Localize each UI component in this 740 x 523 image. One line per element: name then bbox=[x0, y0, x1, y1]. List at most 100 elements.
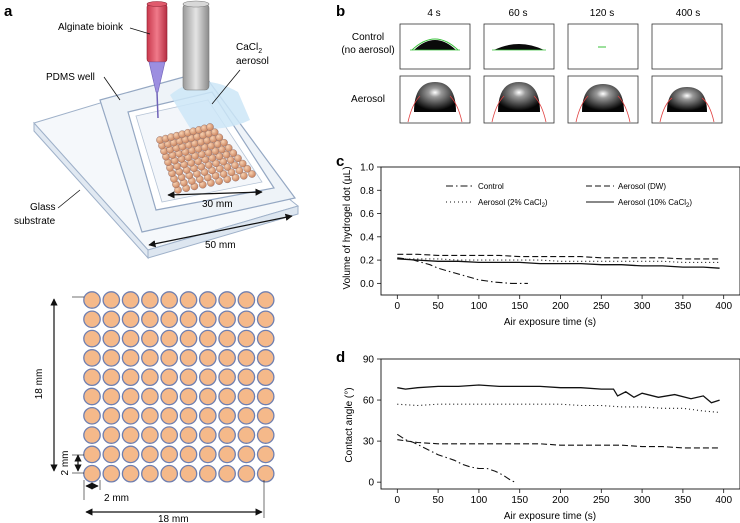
image-control-400s bbox=[651, 23, 723, 70]
grid-dot bbox=[121, 426, 140, 444]
grid-dot bbox=[256, 445, 275, 464]
grid-dot bbox=[256, 406, 275, 425]
bead bbox=[220, 138, 228, 147]
chart-c-xlabel: Air exposure time (s) bbox=[504, 317, 596, 328]
grid-dot bbox=[256, 329, 275, 348]
label-cacl2: CaCl2 bbox=[236, 42, 262, 55]
grid-dot bbox=[256, 464, 275, 483]
y-tick-label: 0.4 bbox=[360, 232, 374, 243]
dim-50mm: 50 mm bbox=[205, 240, 236, 251]
series-control bbox=[397, 257, 528, 284]
bead bbox=[219, 170, 228, 178]
bead bbox=[231, 173, 240, 182]
grid-dot bbox=[237, 406, 256, 425]
grid-dot bbox=[141, 291, 159, 309]
grid-dot bbox=[237, 291, 256, 309]
grid-dot bbox=[141, 368, 159, 387]
grid-dot bbox=[237, 445, 256, 464]
series-aerosol-2-cacl2 bbox=[397, 403, 720, 413]
chart-d-ylabel: Contact angle (°) bbox=[344, 387, 355, 462]
panel-letter-d: d bbox=[336, 349, 345, 366]
label-aerosol: aerosol bbox=[236, 56, 269, 67]
grid-dot bbox=[141, 310, 159, 329]
x-tick-label: 100 bbox=[471, 301, 488, 312]
grid-dot bbox=[83, 406, 101, 425]
grid-dot bbox=[218, 464, 236, 483]
grid-dot bbox=[179, 291, 198, 309]
grid-dot bbox=[160, 406, 179, 425]
x-tick-label: 400 bbox=[715, 495, 732, 506]
label-alginate-bioink: Alginate bioink bbox=[58, 22, 124, 33]
x-tick-label: 350 bbox=[675, 301, 692, 312]
grid-dot bbox=[83, 426, 101, 444]
grid-dot bbox=[179, 349, 198, 367]
grid-dot bbox=[83, 445, 101, 464]
bead bbox=[211, 171, 220, 180]
grid-dot bbox=[237, 426, 256, 444]
grid-dot bbox=[198, 426, 217, 444]
y-tick-label: 0.2 bbox=[360, 256, 374, 267]
grid-dot bbox=[160, 291, 179, 309]
time-label-60s: 60 s bbox=[509, 8, 528, 19]
grid-dot bbox=[121, 445, 140, 464]
grid-dot bbox=[141, 426, 159, 444]
grid-dot bbox=[160, 310, 179, 329]
grid-dot bbox=[198, 387, 217, 406]
grid-dot bbox=[102, 464, 121, 483]
grid-dot bbox=[102, 445, 121, 464]
bead bbox=[239, 171, 248, 180]
dim-30mm: 30 mm bbox=[202, 199, 233, 210]
grid-dot bbox=[218, 445, 236, 464]
grid-dot bbox=[83, 464, 101, 483]
bead bbox=[224, 144, 233, 152]
grid-dot bbox=[198, 368, 217, 387]
series-aerosol-2-cacl2 bbox=[397, 258, 720, 263]
bead bbox=[248, 170, 256, 178]
bead bbox=[226, 156, 235, 164]
grid-dot bbox=[218, 426, 236, 444]
grid-dot bbox=[102, 406, 121, 425]
bead bbox=[223, 163, 232, 171]
label-glass: Glass bbox=[30, 202, 56, 213]
bead bbox=[227, 168, 236, 177]
y-tick-label: 0.6 bbox=[360, 209, 374, 220]
grid-dot bbox=[121, 310, 140, 329]
grid-dot bbox=[256, 368, 275, 387]
grid-dot bbox=[141, 445, 159, 464]
x-tick-label: 0 bbox=[395, 301, 401, 312]
grid-dot bbox=[141, 406, 159, 425]
grid-dot bbox=[121, 368, 140, 387]
bead bbox=[208, 166, 216, 175]
x-tick-label: 50 bbox=[433, 301, 445, 312]
grid-dot bbox=[141, 329, 159, 348]
grid-dot bbox=[160, 387, 179, 406]
grid-dot bbox=[237, 329, 256, 348]
chart-d-xlabel: Air exposure time (s) bbox=[504, 511, 596, 522]
series-aerosol-10-cacl2 bbox=[397, 384, 720, 404]
grid-dot bbox=[83, 329, 101, 348]
grid-dot bbox=[179, 426, 198, 444]
bead bbox=[215, 164, 224, 173]
bead bbox=[215, 133, 224, 142]
time-label-120s: 120 s bbox=[590, 8, 614, 19]
grid-dot bbox=[198, 291, 217, 309]
grid-dot bbox=[160, 445, 179, 464]
x-tick-label: 300 bbox=[634, 301, 651, 312]
bead bbox=[234, 154, 242, 163]
grid-dot bbox=[141, 387, 159, 406]
label-substrate: substrate bbox=[14, 216, 56, 227]
plot-frame bbox=[380, 166, 740, 296]
grid-dot bbox=[102, 310, 121, 329]
x-tick-label: 300 bbox=[634, 495, 651, 506]
bead bbox=[204, 161, 213, 169]
grid-dot bbox=[102, 387, 121, 406]
grid-dot bbox=[179, 329, 198, 348]
plot-frame bbox=[380, 358, 740, 490]
bead bbox=[210, 128, 219, 136]
grid-dot bbox=[237, 464, 256, 483]
x-tick-label: 250 bbox=[593, 495, 610, 506]
drop-image-row-aerosol bbox=[399, 75, 723, 124]
grid-dot bbox=[256, 426, 275, 444]
bead bbox=[231, 161, 239, 170]
